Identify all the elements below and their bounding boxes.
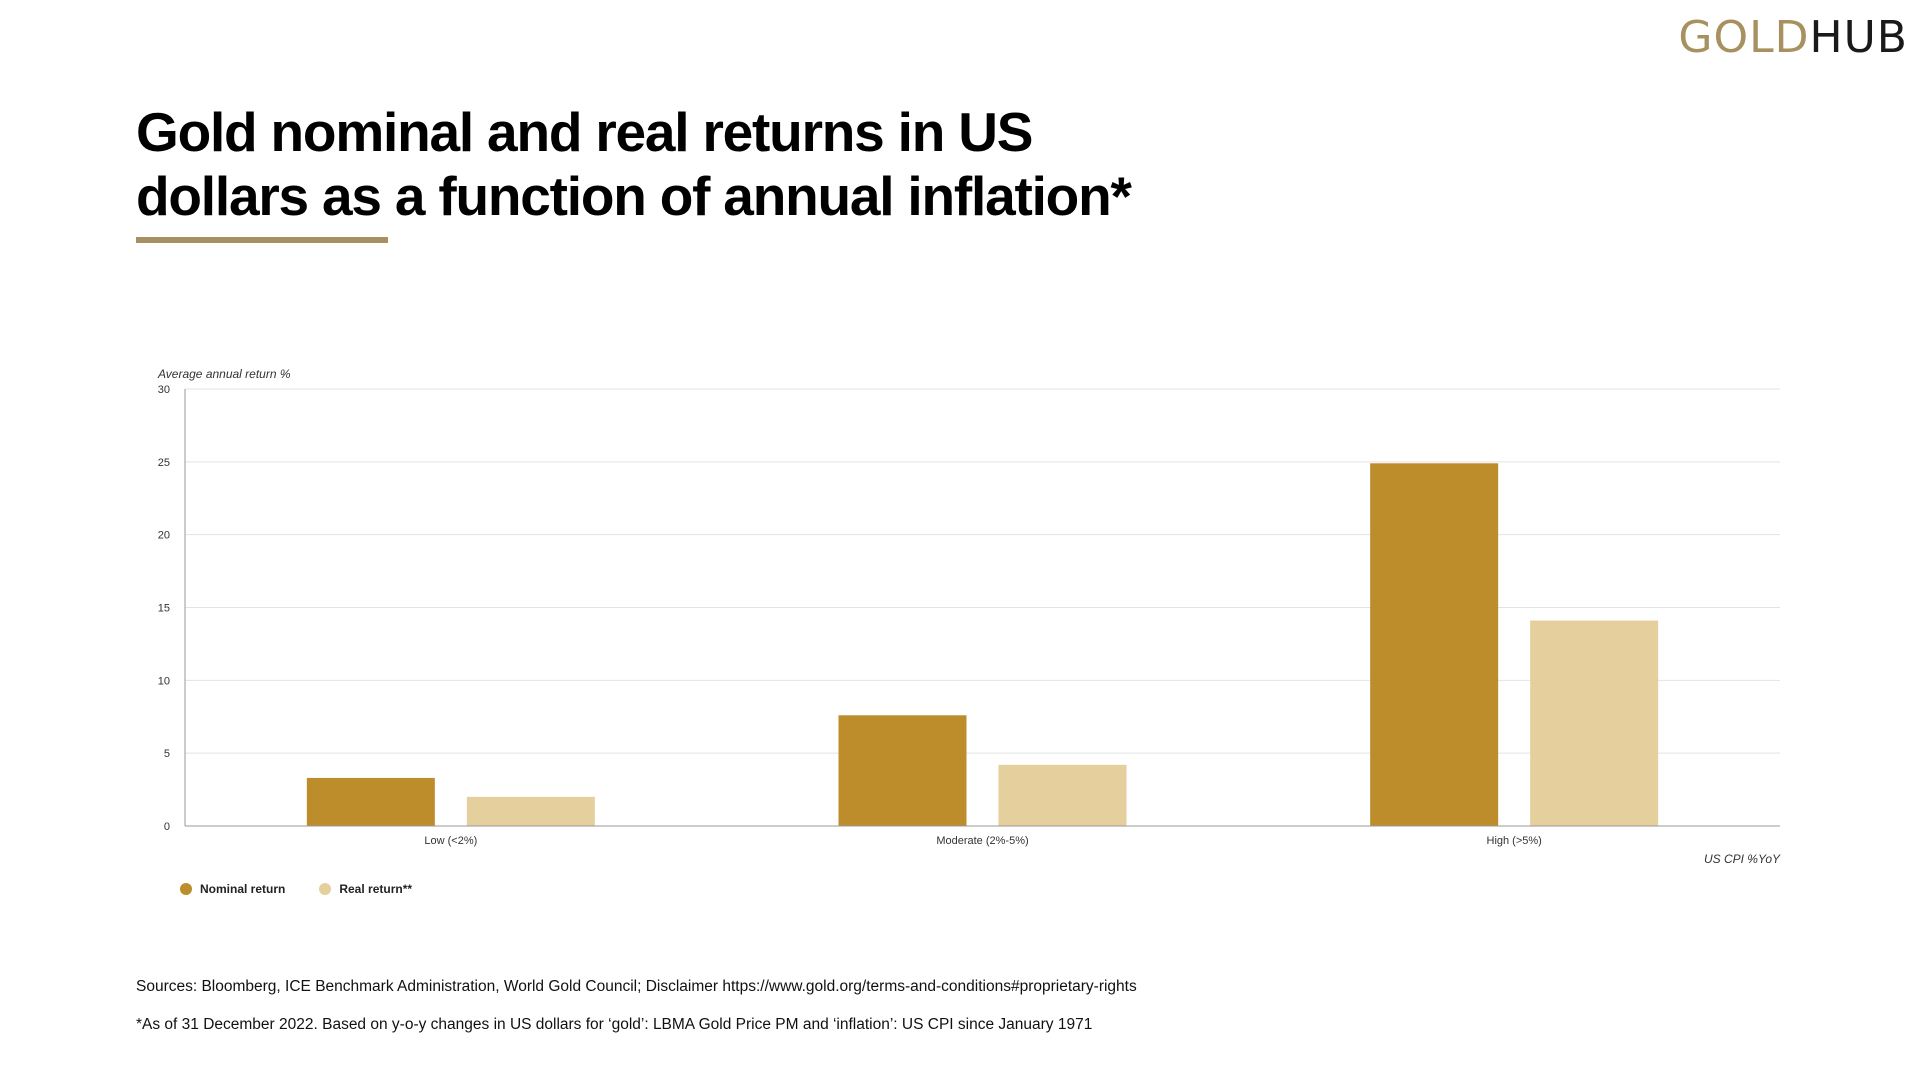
y-tick-label-10: 10 [158, 675, 170, 687]
legend-swatch-real [319, 883, 332, 895]
bar-real-1 [998, 764, 1127, 826]
y-tick-label-5: 5 [164, 748, 170, 760]
legend-item-nominal[interactable]: Nominal return [180, 882, 285, 896]
bar-real-2 [1530, 620, 1659, 826]
y-tick-label-30: 30 [158, 384, 170, 396]
title-underline [136, 237, 388, 243]
y-tick-label-0: 0 [164, 821, 170, 833]
goldhub-logo[interactable]: GOLDHUB [1678, 12, 1908, 63]
bar-nominal-1 [838, 715, 967, 826]
chart-legend: Nominal return Real return** [180, 882, 412, 896]
x-axis-label: US CPI %YoY [1703, 852, 1780, 866]
x-tick-label-1: Moderate (2%-5%) [936, 835, 1028, 847]
legend-label-real: Real return** [339, 882, 413, 896]
inflation-footnote: *As of 31 December 2022. Based on y-o-y … [136, 1016, 1093, 1033]
logo-hub-text: HUB [1809, 12, 1908, 63]
legend-label-nominal: Nominal return [200, 882, 286, 896]
y-tick-label-25: 25 [158, 457, 170, 469]
bar-nominal-2 [1370, 463, 1499, 826]
y-tick-label-15: 15 [158, 603, 170, 615]
legend-item-real[interactable]: Real return** [319, 882, 412, 896]
y-axis-label: Average annual return % [158, 367, 291, 381]
sources-footnote: Sources: Bloomberg, ICE Benchmark Admini… [136, 978, 1137, 995]
bar-real-0 [466, 796, 595, 826]
x-tick-label-2: High (>5%) [1487, 835, 1542, 847]
page-title-line-1: Gold nominal and real returns in US [136, 101, 1033, 163]
x-tick-label-0: Low (<2%) [424, 835, 477, 847]
page-title: Gold nominal and real returns in US doll… [136, 100, 1236, 228]
y-tick-label-20: 20 [158, 530, 170, 542]
page-title-line-2: dollars as a function of annual inflatio… [136, 165, 1132, 227]
legend-swatch-nominal [180, 883, 192, 895]
bar-nominal-0 [306, 777, 435, 826]
logo-gold-text: GOLD [1678, 12, 1810, 63]
